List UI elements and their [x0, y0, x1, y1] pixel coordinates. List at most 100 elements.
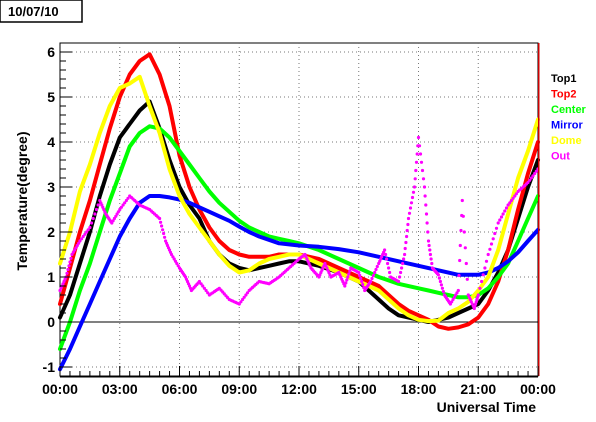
y-tick-label: 3 [47, 179, 55, 195]
out-point [428, 252, 432, 257]
out-point [426, 239, 431, 243]
out-point [68, 260, 72, 264]
out-point [406, 216, 411, 221]
out-point [416, 135, 421, 140]
out-point [118, 207, 122, 212]
out-point [411, 190, 416, 194]
out-point [370, 276, 374, 281]
out-point [438, 279, 442, 284]
out-point [399, 270, 403, 275]
out-point [94, 207, 99, 212]
out-point [408, 206, 413, 210]
out-point [425, 221, 429, 225]
out-point [348, 269, 352, 273]
x-tick-label: 09:00 [221, 381, 257, 397]
out-point [175, 261, 179, 266]
y-tick-label: 6 [47, 44, 55, 60]
out-point [407, 211, 412, 215]
out-point [511, 196, 515, 200]
out-point [245, 291, 250, 295]
out-point [476, 293, 480, 297]
out-point [201, 284, 205, 288]
out-point [501, 212, 505, 216]
out-point [531, 174, 535, 178]
out-point [119, 205, 123, 209]
out-point [242, 295, 246, 299]
out-point [400, 266, 404, 270]
out-point [116, 210, 120, 214]
out-point [88, 225, 92, 230]
out-point [417, 144, 422, 148]
out-point [526, 180, 530, 185]
out-point [458, 258, 462, 263]
out-point [241, 297, 245, 302]
out-point [371, 273, 375, 278]
out-point [343, 284, 347, 288]
out-point [478, 286, 482, 290]
out-point [424, 212, 429, 216]
x-axis-title: Universal Time [437, 399, 537, 415]
plot-right-border [538, 43, 540, 376]
out-point [440, 286, 444, 290]
out-point [514, 192, 519, 196]
plot-area [59, 42, 539, 377]
y-tick-label: 0 [47, 314, 55, 330]
out-point [346, 275, 350, 279]
series-top2-line [58, 52, 540, 331]
out-point [481, 273, 485, 277]
out-point [534, 169, 538, 173]
legend-entry-mirror: Mirror [551, 120, 584, 132]
out-point [428, 248, 432, 252]
out-point [460, 198, 464, 203]
out-point [457, 273, 461, 278]
legend-entry-top1: Top1 [551, 73, 576, 85]
out-point [430, 261, 434, 266]
out-point [465, 277, 469, 281]
out-point [414, 168, 418, 173]
out-point [347, 272, 351, 276]
out-point [508, 201, 512, 205]
out-point [91, 216, 95, 221]
out-point [158, 216, 162, 221]
out-point [415, 152, 419, 156]
data-series [58, 52, 540, 372]
out-point [456, 288, 460, 293]
legend: Top1 Top2 Center Mirror Dome Out [551, 73, 587, 163]
series-dome-line [58, 74, 540, 324]
out-point [464, 261, 468, 266]
out-point [397, 279, 401, 284]
out-point [436, 273, 440, 277]
out-point [197, 279, 201, 284]
out-point [373, 270, 377, 275]
chart-title: 10/07/10 [8, 4, 59, 19]
out-point [404, 240, 408, 245]
out-point [439, 283, 443, 287]
out-point [420, 168, 425, 173]
x-tick-label: 15:00 [341, 381, 377, 397]
out-point [437, 276, 441, 280]
out-point [375, 264, 379, 269]
plot-bottom-border [60, 376, 538, 378]
out-point [461, 214, 465, 218]
out-point [169, 252, 174, 257]
out-point [93, 212, 97, 216]
series-top1-line [58, 99, 540, 324]
out-point [483, 266, 487, 270]
out-point [344, 281, 348, 285]
out-point [499, 215, 504, 219]
out-point [83, 232, 87, 236]
out-point [383, 248, 387, 252]
out-point [359, 276, 363, 281]
out-point [74, 246, 78, 250]
out-point [374, 267, 378, 272]
out-point [86, 228, 90, 232]
out-point [528, 178, 532, 182]
out-point [493, 231, 497, 236]
y-axis-title: Temperature(degree) [14, 131, 30, 270]
title-box-frame [0, 0, 83, 23]
out-point [89, 221, 94, 225]
series-mirror-line [58, 194, 540, 372]
out-point [509, 198, 513, 203]
out-point [81, 234, 85, 239]
out-point [85, 230, 89, 234]
